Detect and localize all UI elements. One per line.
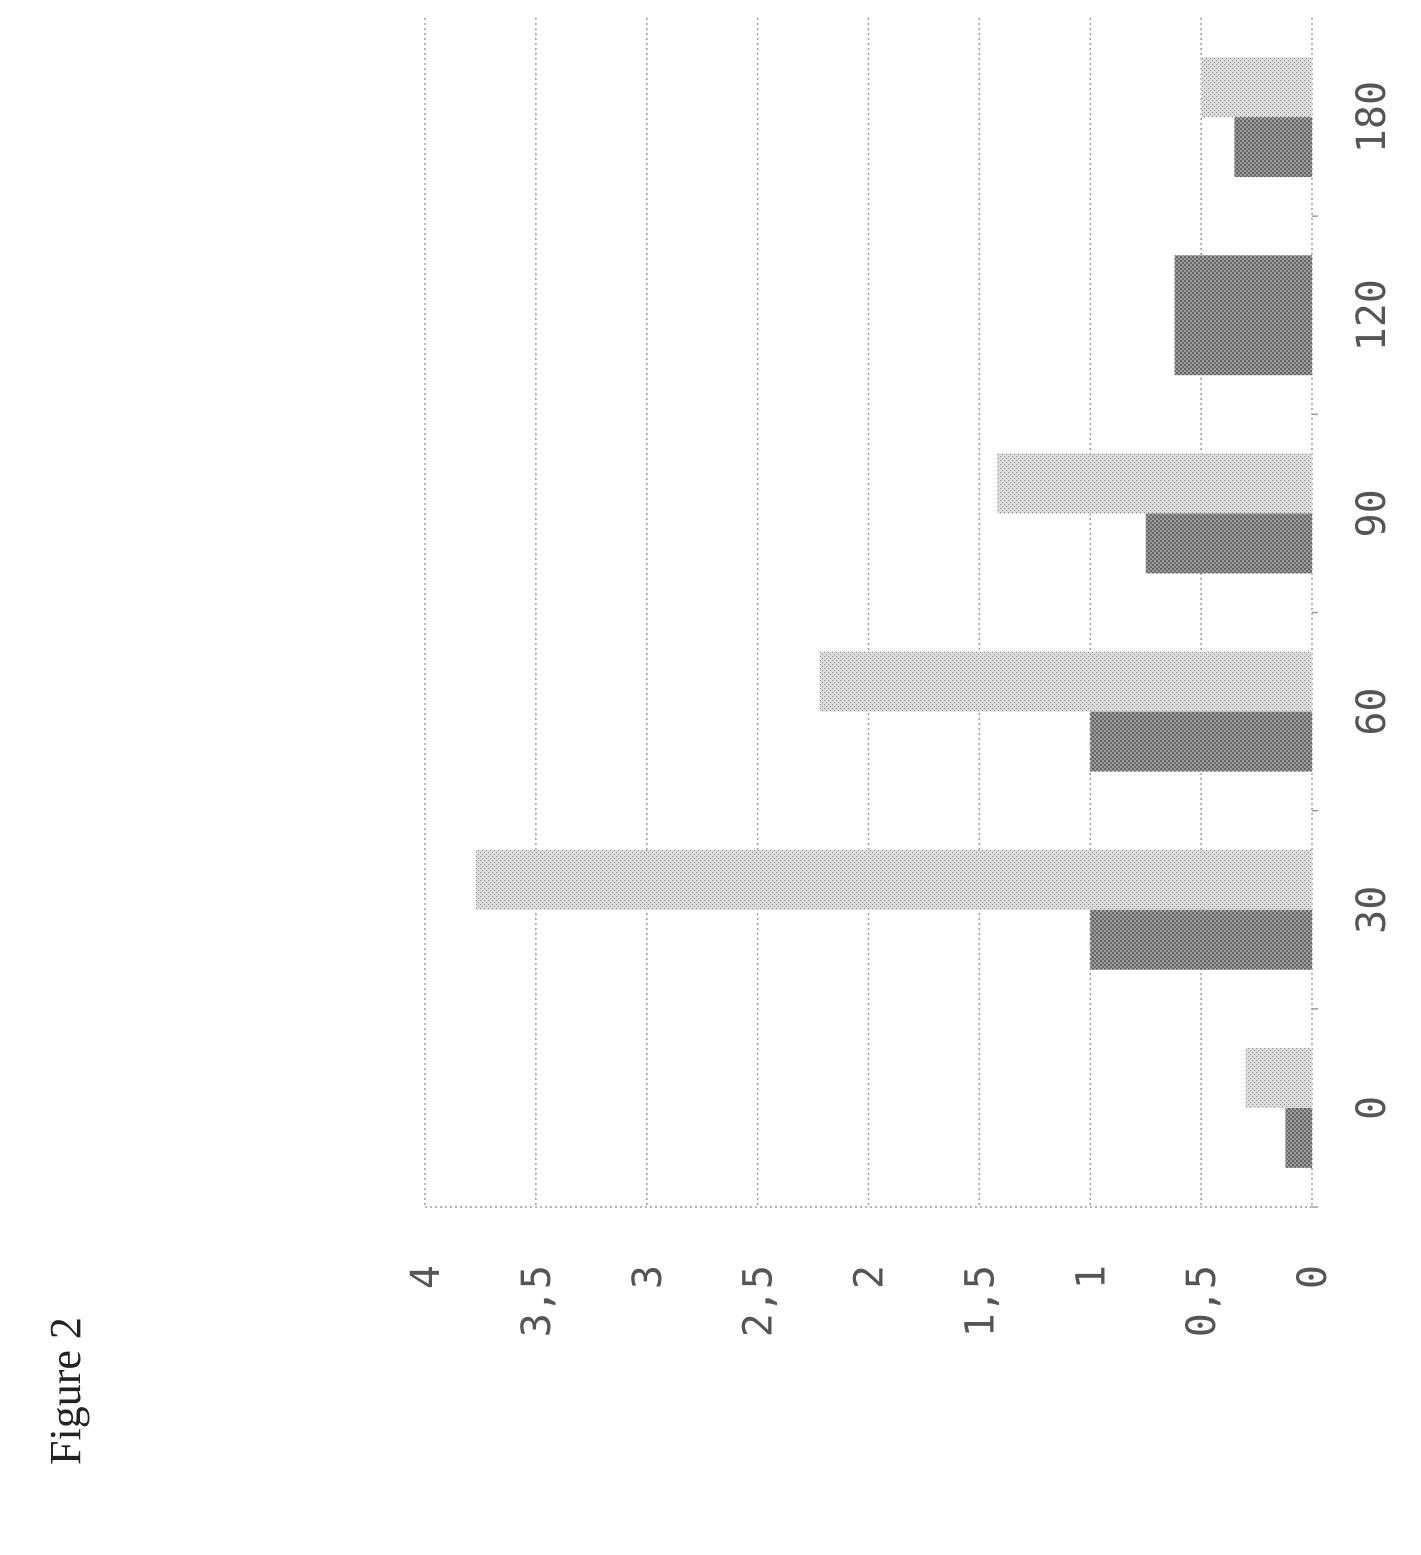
- x-tick-label: 0: [1349, 1096, 1395, 1120]
- x-tick-label: 180: [1349, 81, 1395, 153]
- bar: [1090, 711, 1312, 772]
- y-tick-label: 3,5: [514, 1265, 560, 1337]
- y-tick-label: 4: [403, 1265, 449, 1289]
- x-tick-label: 60: [1349, 687, 1395, 735]
- bar: [1090, 909, 1312, 970]
- bar: [1174, 255, 1312, 376]
- bar: [819, 651, 1312, 712]
- x-tick-label: 30: [1349, 886, 1395, 934]
- y-tick-label: 1,5: [957, 1265, 1003, 1337]
- bar: [1234, 117, 1312, 178]
- bar: [1245, 1047, 1312, 1108]
- bar: [997, 453, 1312, 514]
- y-tick-label: 2,5: [736, 1265, 782, 1337]
- y-tick-label: 3: [625, 1265, 671, 1289]
- x-tick-label: 90: [1349, 489, 1395, 537]
- y-tick-label: 1: [1068, 1265, 1114, 1289]
- y-tick-label: 0: [1290, 1265, 1336, 1289]
- x-tick-label: 120: [1349, 279, 1395, 351]
- y-tick-label: 0,5: [1179, 1265, 1225, 1337]
- bar: [1145, 513, 1312, 574]
- bar: [1285, 1107, 1312, 1168]
- bar: [1201, 57, 1312, 118]
- y-tick-label: 2: [847, 1265, 893, 1289]
- bar: [476, 849, 1312, 910]
